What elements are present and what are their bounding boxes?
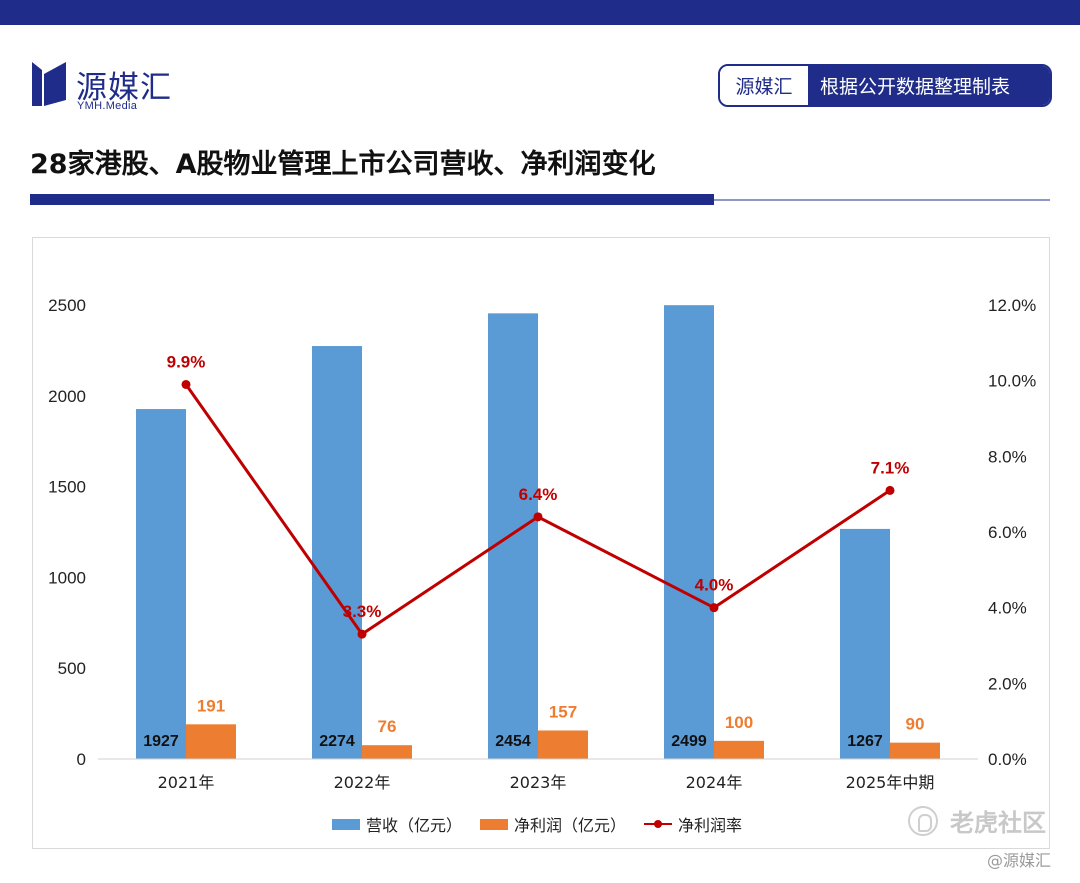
y-right-tick-label: 6.0%	[988, 523, 1027, 542]
bar-revenue	[664, 305, 714, 759]
data-label-revenue: 2454	[495, 733, 531, 750]
point-net-margin	[533, 512, 543, 522]
logo-subtitle: YMH.Media	[77, 100, 138, 112]
data-label-revenue: 1927	[143, 733, 179, 750]
watermark-sub: @源媒汇	[987, 851, 1052, 870]
bar-revenue	[312, 346, 362, 759]
y-left-tick-label: 1000	[48, 568, 86, 587]
legend-label-margin: 净利润率	[678, 816, 743, 835]
data-label-net-margin: 3.3%	[343, 602, 382, 621]
source-description: 根据公开数据整理制表	[808, 66, 1050, 105]
bar-net-profit	[186, 724, 236, 759]
data-label-net-profit: 191	[197, 696, 225, 715]
data-label-net-profit: 100	[725, 713, 753, 732]
watermark-text: 老虎社区	[950, 809, 1046, 837]
bar-revenue	[136, 409, 186, 759]
y-right-tick-label: 8.0%	[988, 447, 1027, 466]
bar-net-profit	[538, 730, 588, 759]
data-label-net-margin: 6.4%	[519, 485, 558, 504]
y-right-tick-label: 0.0%	[988, 750, 1027, 769]
bar-revenue	[488, 313, 538, 759]
x-category-label: 2021年	[158, 773, 215, 792]
y-left-tick-label: 500	[58, 659, 86, 678]
x-category-label: 2025年中期	[846, 773, 935, 792]
page-title: 28家港股、A股物业管理上市公司营收、净利润变化	[30, 149, 656, 180]
point-net-margin	[709, 603, 719, 613]
y-left-tick-label: 2000	[48, 387, 86, 406]
chart-frame	[32, 237, 1050, 849]
legend-item-margin: 净利润率	[644, 812, 742, 836]
y-left-tick-label: 2500	[48, 296, 86, 315]
chart-legend: 营收（亿元） 净利润（亿元） 净利润率	[332, 812, 760, 836]
data-label-revenue: 2274	[319, 733, 355, 750]
watermark-tiger-icon	[908, 805, 938, 836]
bar-revenue	[840, 528, 890, 759]
data-label-revenue: 2499	[671, 733, 707, 750]
legend-swatch-margin	[644, 818, 673, 830]
x-category-label: 2022年	[334, 773, 391, 792]
bar-net-profit	[890, 742, 940, 759]
y-right-tick-label: 10.0%	[988, 372, 1036, 391]
point-net-margin	[357, 629, 367, 639]
logo-text: 源媒汇	[76, 70, 172, 106]
title-rule-thin	[714, 199, 1050, 201]
data-label-net-profit: 90	[906, 715, 925, 734]
legend-label-revenue: 营收（亿元）	[366, 816, 463, 835]
data-label-net-profit: 76	[378, 717, 397, 736]
data-label-net-profit: 157	[549, 702, 577, 721]
y-left-tick-label: 0	[77, 750, 86, 769]
point-net-margin	[181, 379, 191, 389]
point-net-margin	[885, 485, 895, 495]
bar-net-profit	[362, 745, 412, 759]
x-category-label: 2024年	[686, 773, 743, 792]
source-brand: 源媒汇	[720, 66, 808, 105]
legend-item-profit: 净利润（亿元）	[480, 812, 626, 836]
data-label-net-margin: 4.0%	[695, 576, 734, 595]
title-rule-thick	[30, 194, 714, 205]
legend-swatch-profit	[480, 818, 509, 830]
legend-label-profit: 净利润（亿元）	[514, 816, 627, 835]
bar-net-profit	[714, 740, 764, 759]
x-category-label: 2023年	[510, 773, 567, 792]
logo-mark-icon	[32, 62, 66, 106]
y-right-tick-label: 4.0%	[988, 599, 1027, 618]
watermark: 老虎社区	[908, 803, 1046, 838]
y-right-tick-label: 2.0%	[988, 674, 1027, 693]
data-label-net-margin: 7.1%	[871, 458, 910, 477]
data-label-revenue: 1267	[847, 733, 883, 750]
top-accent-bar	[0, 0, 1080, 25]
legend-item-revenue: 营收（亿元）	[332, 812, 462, 836]
logo: 源媒汇 YMH.Media	[30, 60, 210, 114]
legend-swatch-revenue	[332, 818, 360, 830]
data-label-net-margin: 9.9%	[167, 352, 206, 371]
y-right-tick-label: 12.0%	[988, 296, 1036, 315]
y-left-tick-label: 1500	[48, 478, 86, 497]
source-tag: 源媒汇 根据公开数据整理制表	[718, 64, 1052, 107]
